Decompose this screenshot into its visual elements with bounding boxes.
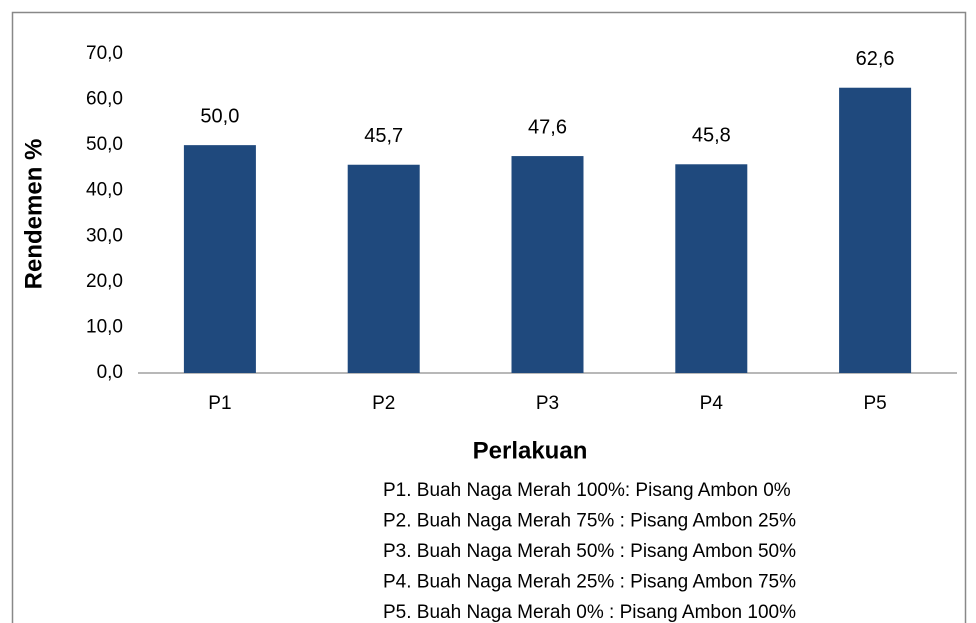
y-tick-label: 20,0 <box>86 271 123 292</box>
note: P2. Buah Naga Merah 75% : Pisang Ambon 2… <box>383 511 796 532</box>
chart-border <box>11 11 967 623</box>
bar <box>675 164 748 373</box>
y-tick-label: 0,0 <box>97 362 123 383</box>
y-tick-label: 60,0 <box>86 89 123 110</box>
value-label: 62,6 <box>856 48 895 70</box>
x-tick-label: P4 <box>700 393 724 414</box>
value-label: 47,6 <box>528 116 567 138</box>
note: P5. Buah Naga Merah 0% : Pisang Ambon 10… <box>383 602 796 623</box>
note: P4. Buah Naga Merah 25% : Pisang Ambon 7… <box>383 572 796 593</box>
bar <box>183 145 256 373</box>
bar <box>347 164 420 373</box>
value-label: 45,7 <box>364 125 403 147</box>
x-tick-label: P3 <box>536 393 559 414</box>
note: P1. Buah Naga Merah 100%: Pisang Ambon 0… <box>383 480 791 501</box>
y-tick-label: 40,0 <box>86 180 123 201</box>
x-tick-label: P2 <box>372 393 395 414</box>
y-tick-label: 30,0 <box>86 225 123 246</box>
value-label: 50,0 <box>200 105 239 127</box>
bar <box>839 87 912 374</box>
y-axis-title: Rendemen % <box>20 139 47 290</box>
x-axis-title: Perlakuan <box>473 437 588 464</box>
x-tick-label: P5 <box>863 393 886 414</box>
x-tick-label: P1 <box>208 393 231 414</box>
value-label: 45,8 <box>692 125 731 147</box>
y-tick-label: 10,0 <box>86 316 123 337</box>
bar <box>511 156 584 373</box>
y-tick-label: 50,0 <box>86 134 123 155</box>
note: P3. Buah Naga Merah 50% : Pisang Ambon 5… <box>383 541 796 562</box>
y-tick-label: 70,0 <box>86 43 123 64</box>
